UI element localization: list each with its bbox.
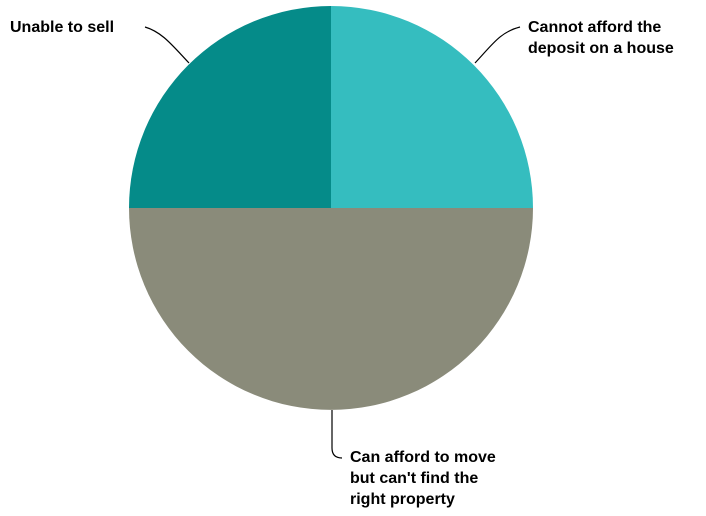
leader-lines [144,26,521,459]
leader-line-2 [144,26,190,64]
leader-line-0 [474,26,521,64]
pie-slice-0 [331,6,533,208]
slice-label-0-line-0: Cannot afford the [528,19,661,36]
slice-label-1-line-0: Can afford to move [350,449,496,466]
slice-label-1: Can afford to move but can't find the ri… [350,449,500,508]
pie-slices [129,6,533,410]
leader-line-1 [331,410,343,459]
slice-label-2: Unable to sell [10,19,114,36]
pie-slice-1 [129,208,533,410]
slice-label-2-line-0: Unable to sell [10,19,114,36]
pie-slice-2 [129,6,331,208]
slice-label-0: Cannot afford the deposit on a house [528,19,674,57]
slice-label-1-line-2: right property [350,491,455,508]
slice-label-1-line-1: but can't find the [350,470,478,487]
slice-label-0-line-1: deposit on a house [528,40,674,57]
